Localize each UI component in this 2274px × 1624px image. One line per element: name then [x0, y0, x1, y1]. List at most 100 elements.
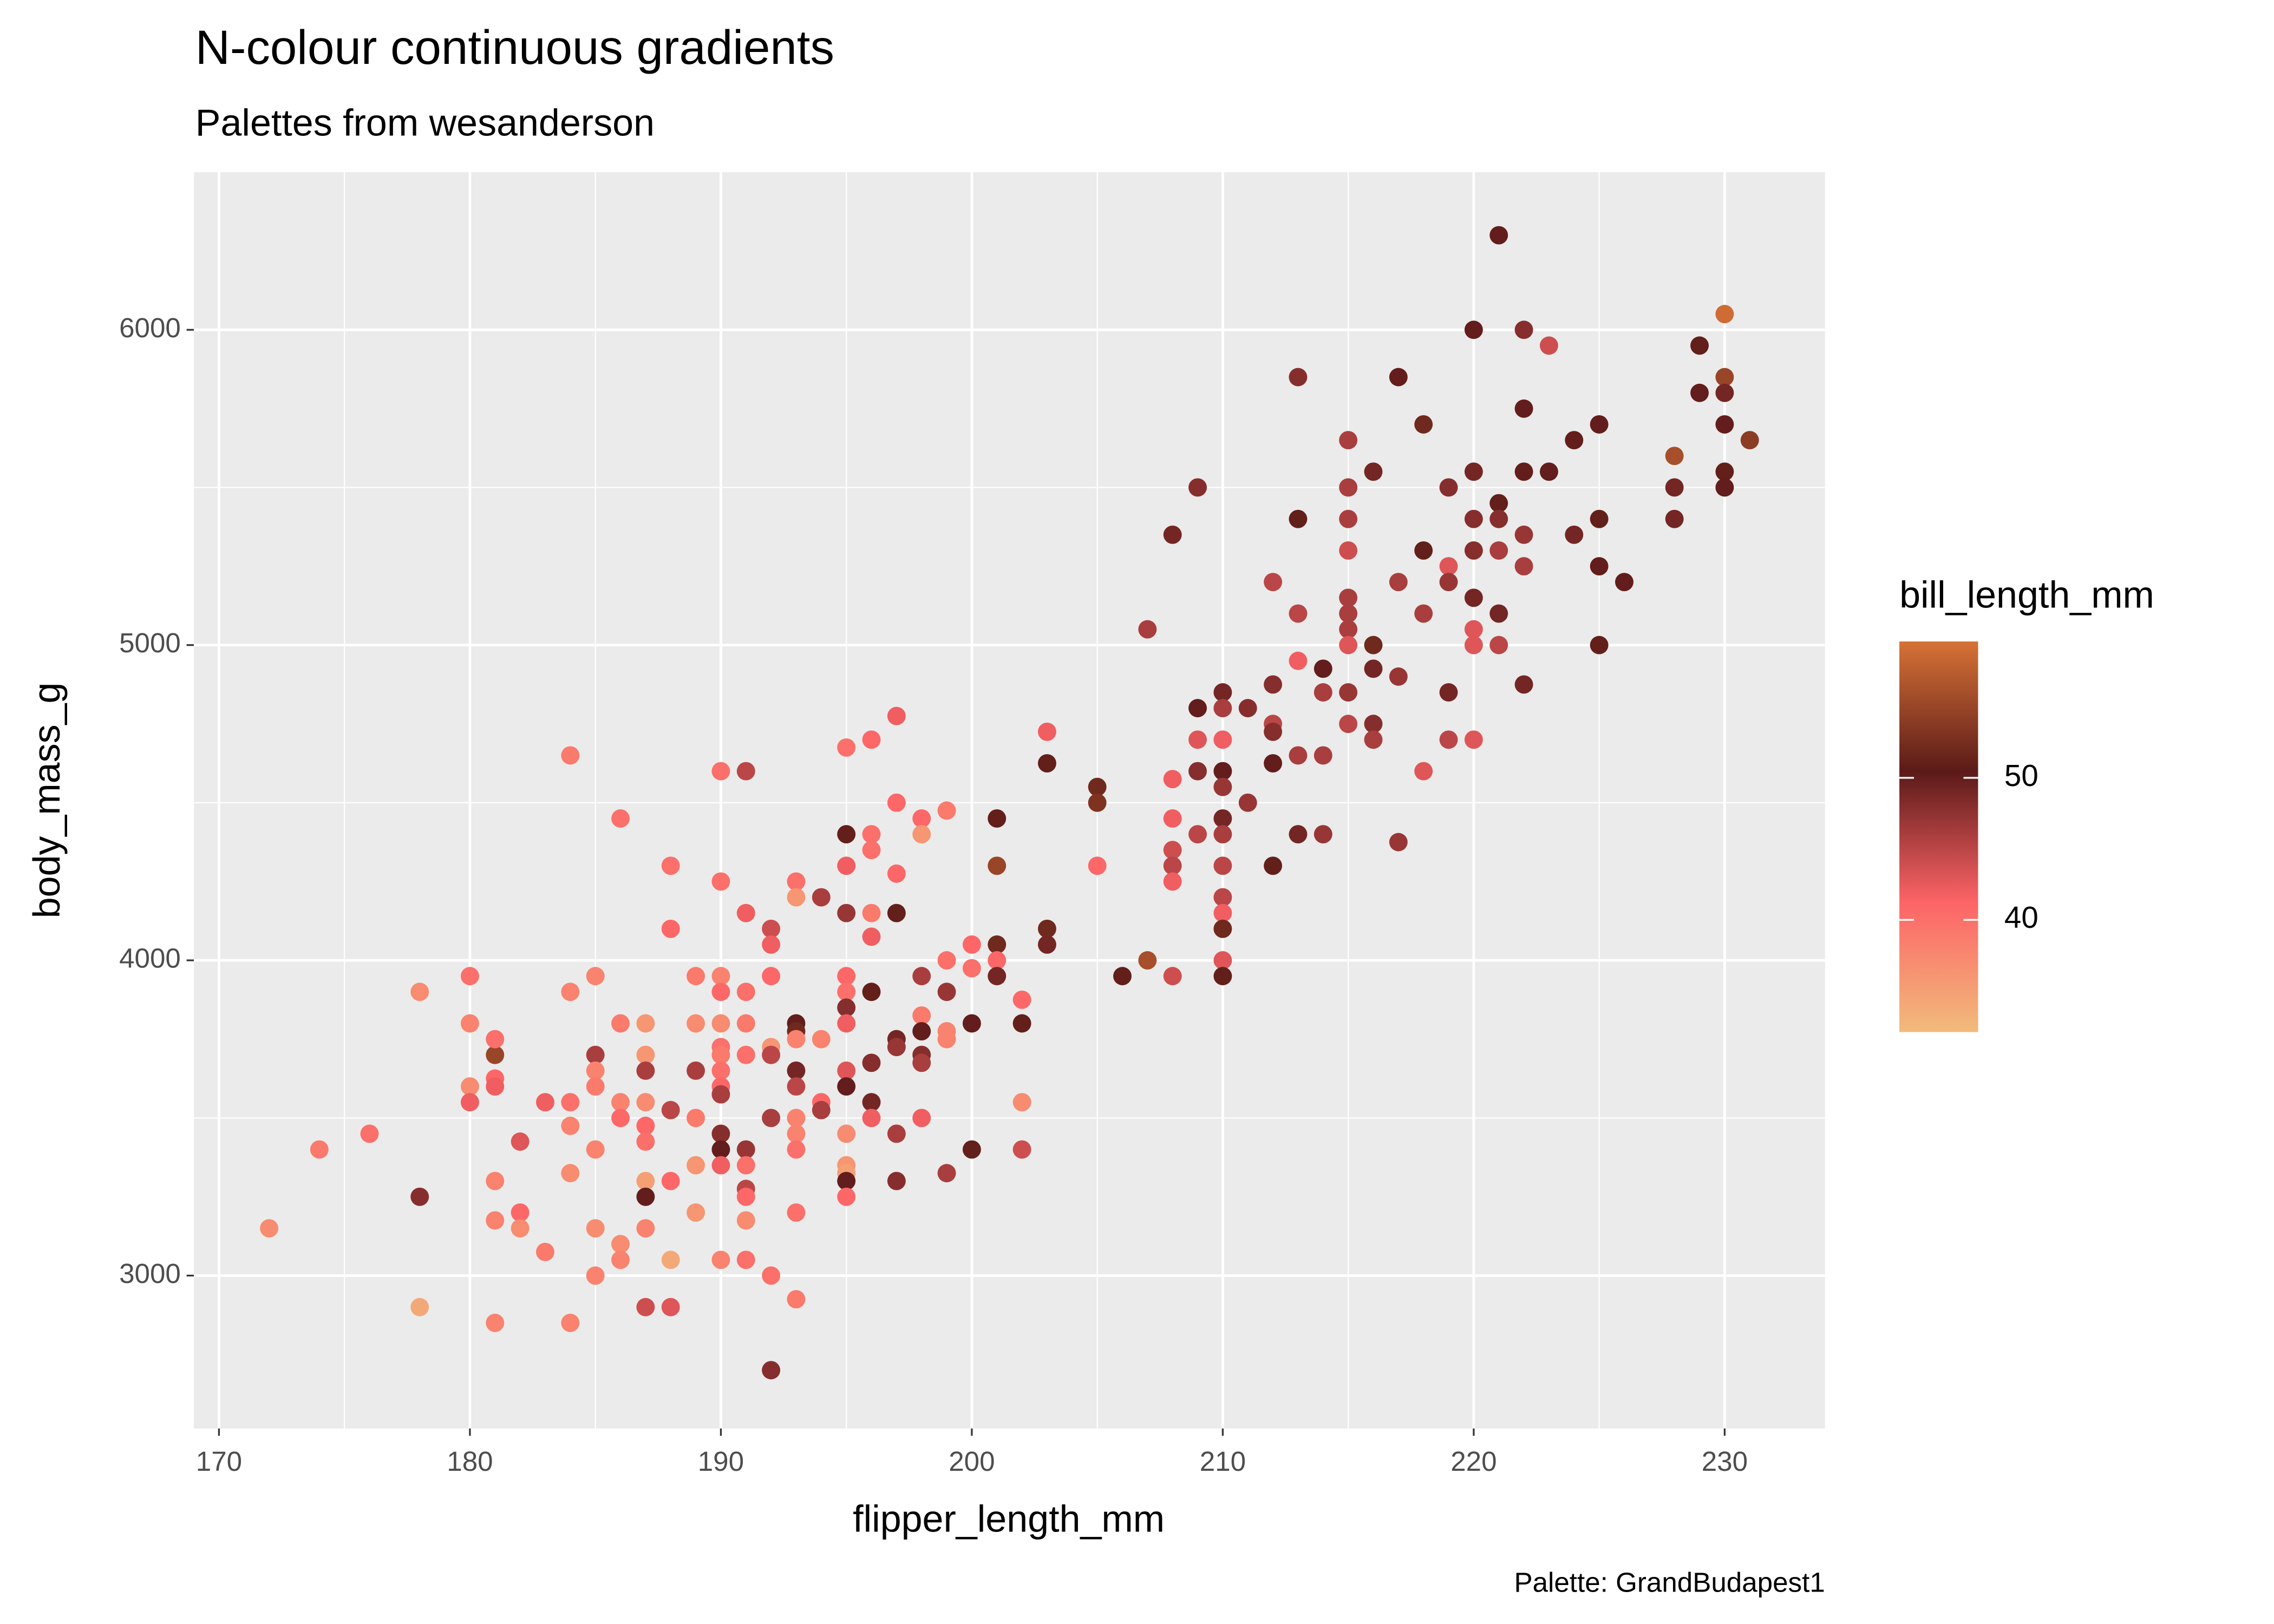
point [1364, 730, 1383, 749]
point [862, 841, 881, 860]
point [586, 1266, 605, 1285]
point [912, 1109, 931, 1128]
point [611, 809, 630, 828]
point [1264, 573, 1283, 592]
point [561, 983, 580, 1001]
chart-title: N-colour continuous gradients [195, 21, 834, 74]
point [410, 983, 429, 1001]
point [1339, 683, 1358, 702]
point [586, 1140, 605, 1159]
x-tick-label: 190 [698, 1446, 744, 1477]
point [837, 1014, 856, 1033]
point [1213, 919, 1232, 938]
point [1464, 588, 1483, 607]
point [711, 872, 730, 891]
point [1264, 675, 1283, 694]
point [1439, 573, 1458, 592]
point [762, 1109, 781, 1128]
point [586, 967, 605, 986]
y-tick-label: 6000 [119, 312, 181, 343]
point [887, 706, 906, 725]
point [711, 1085, 730, 1104]
point [1314, 659, 1332, 678]
point [636, 1061, 655, 1080]
point [988, 935, 1007, 954]
point [1289, 604, 1308, 623]
point [787, 1109, 806, 1128]
point [1163, 872, 1182, 891]
point [837, 738, 856, 757]
point [762, 919, 781, 938]
point [1364, 636, 1383, 654]
point [1188, 825, 1207, 844]
point [1188, 699, 1207, 718]
point [1213, 683, 1232, 702]
point [1590, 636, 1609, 654]
point [1289, 746, 1308, 765]
point [1289, 368, 1308, 387]
point [1163, 770, 1182, 789]
point [711, 967, 730, 986]
point [711, 1014, 730, 1033]
point [887, 864, 906, 883]
point [1489, 604, 1508, 623]
point [887, 1038, 906, 1057]
point [1238, 699, 1257, 718]
point [762, 1045, 781, 1064]
point [762, 1266, 781, 1285]
point [536, 1242, 554, 1261]
point [1439, 478, 1458, 497]
point [360, 1124, 379, 1143]
colorbar [1899, 641, 1978, 1032]
point [611, 1014, 630, 1033]
point [837, 1061, 856, 1080]
point [1665, 509, 1684, 528]
point [636, 1171, 655, 1190]
point [1514, 462, 1533, 481]
point [1539, 336, 1558, 355]
point [787, 1290, 806, 1309]
point [962, 935, 981, 954]
point [486, 1171, 505, 1190]
point [1088, 793, 1107, 812]
point [511, 1219, 530, 1237]
point [687, 1109, 705, 1128]
point [687, 967, 705, 986]
point [862, 825, 881, 844]
point [1188, 730, 1207, 749]
point [787, 1061, 806, 1080]
point [937, 983, 956, 1001]
point [486, 1030, 505, 1049]
point [1339, 478, 1358, 497]
point [711, 1250, 730, 1269]
point [736, 1211, 755, 1230]
point [687, 1061, 705, 1080]
point [1590, 557, 1609, 576]
point [937, 1164, 956, 1183]
point [586, 1045, 605, 1064]
point [837, 856, 856, 875]
point [711, 1061, 730, 1080]
point [661, 1298, 680, 1317]
point [1314, 683, 1332, 702]
point [912, 825, 931, 844]
point [1213, 699, 1232, 718]
point [762, 967, 781, 986]
point [636, 1298, 655, 1317]
point [1715, 415, 1734, 434]
point [1088, 856, 1107, 875]
point [687, 1156, 705, 1175]
point [736, 1187, 755, 1206]
point [636, 1014, 655, 1033]
point [310, 1140, 329, 1159]
point [912, 1053, 931, 1072]
point [1012, 1014, 1031, 1033]
point [1213, 951, 1232, 970]
point [1715, 305, 1734, 324]
point [1715, 478, 1734, 497]
point [1389, 833, 1408, 852]
point [586, 1061, 605, 1080]
point [837, 983, 856, 1001]
y-tick-label: 4000 [119, 943, 181, 974]
point [736, 1140, 755, 1159]
